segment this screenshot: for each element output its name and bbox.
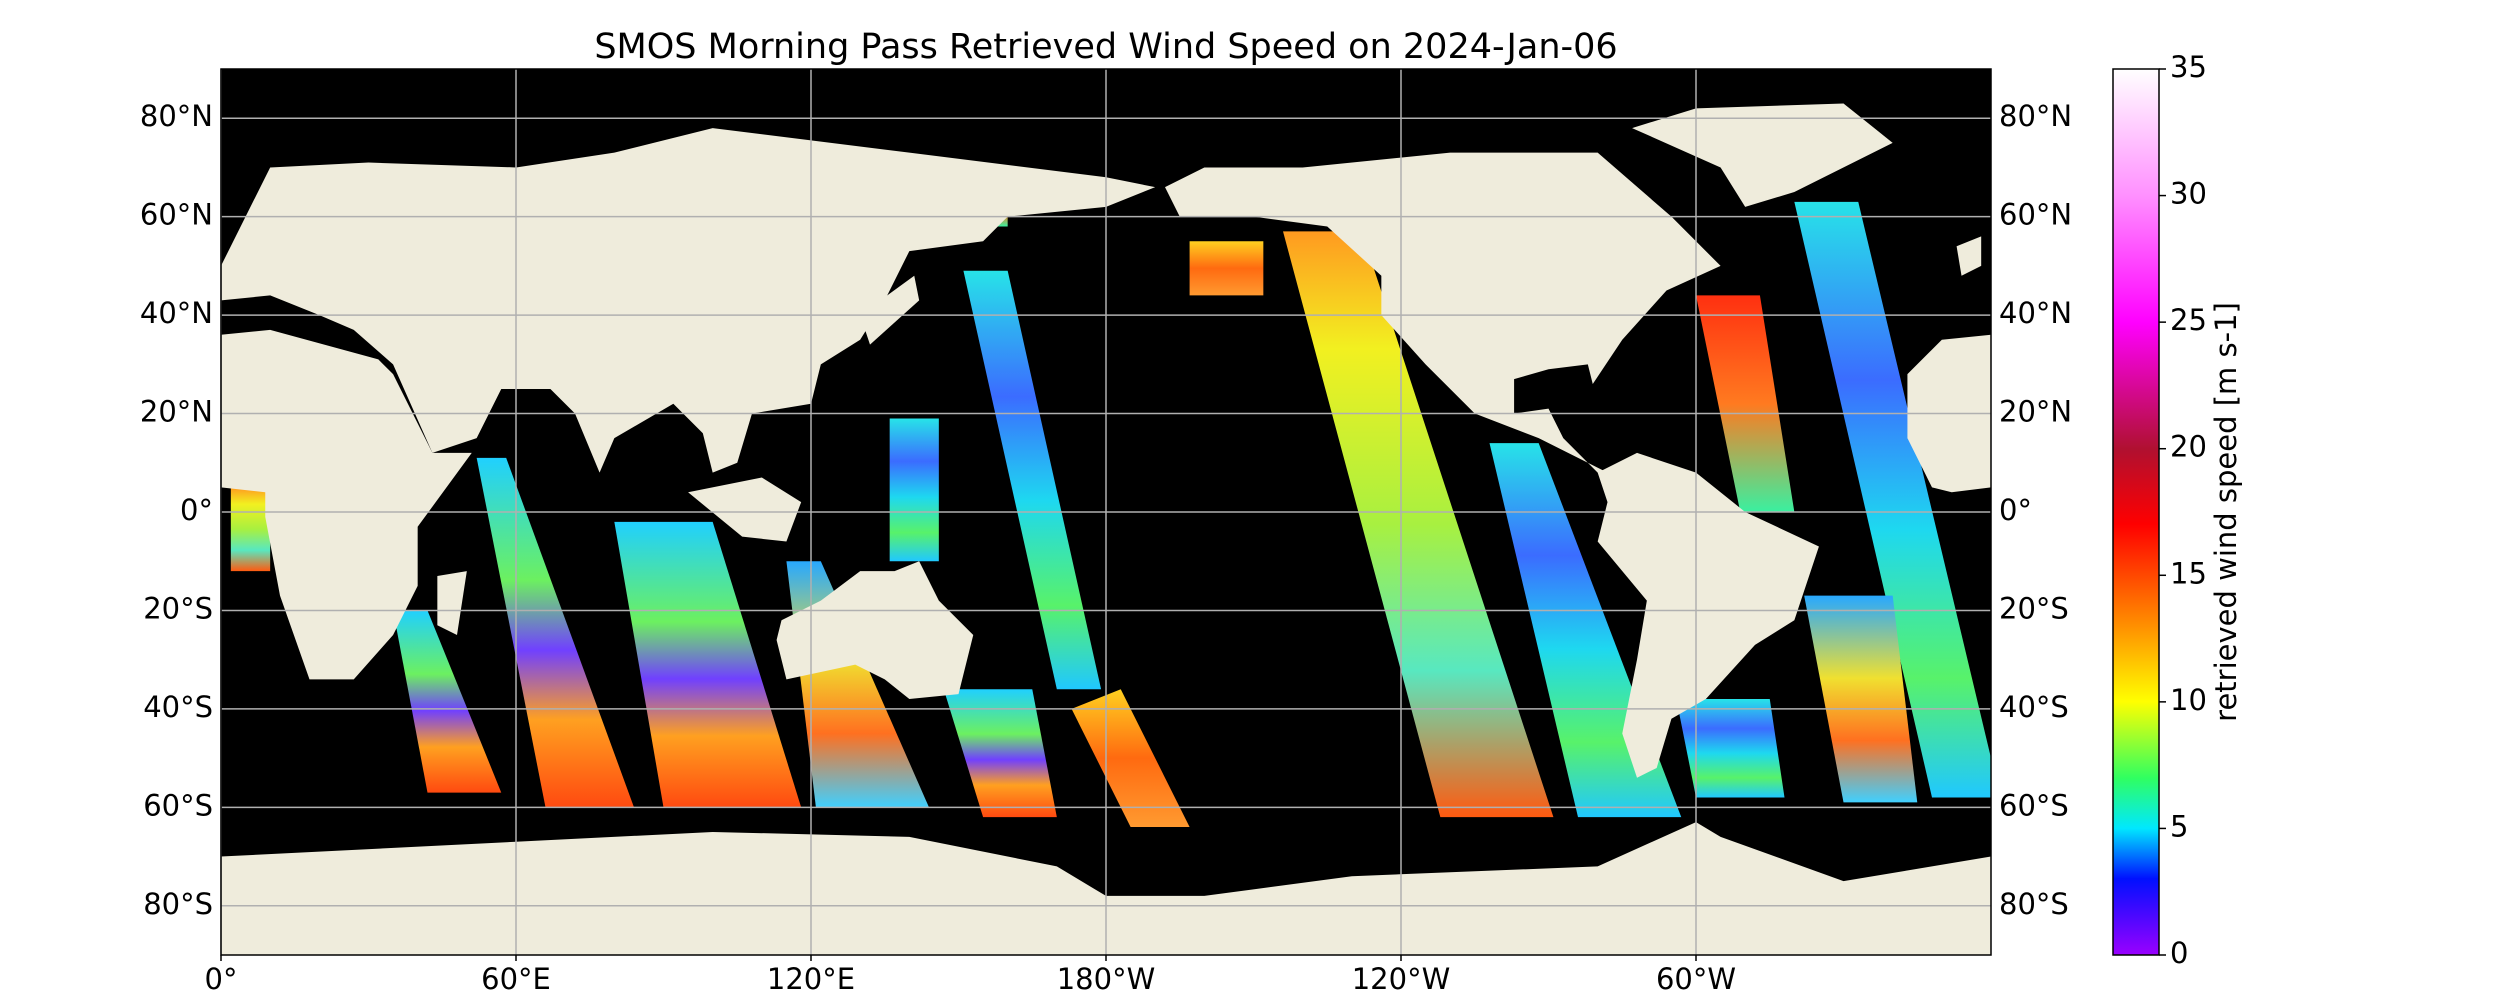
colorbar-tick-label: 20 [2170, 430, 2207, 464]
y-tick-label-right: 0° [1999, 493, 2032, 527]
x-tick-label: 60°W [1656, 962, 1736, 996]
y-tick-label-left: 20°S [143, 591, 213, 625]
x-tick-label: 0° [205, 962, 238, 996]
colorbar-tick-label: 30 [2170, 177, 2207, 211]
colorbar-tick-label: 10 [2170, 683, 2207, 717]
y-tick-label-right: 40°S [1999, 690, 2069, 724]
y-tick-label-right: 80°N [1999, 99, 2072, 133]
x-tick-label: 60°E [481, 962, 551, 996]
y-tick-label-right: 60°N [1999, 198, 2072, 232]
y-tick-label-left: 40°S [143, 690, 213, 724]
y-tick-label-left: 80°S [143, 887, 213, 921]
colorbar-tick-label: 5 [2170, 809, 2188, 843]
colorbar-label: retrieved wind speed [m s-1] [2209, 302, 2243, 722]
map-body [221, 103, 1992, 955]
y-tick-label-left: 40°N [140, 296, 213, 330]
colorbar-tick-label: 15 [2170, 556, 2207, 590]
colorbar-tick-label: 0 [2170, 936, 2188, 970]
colorbar [2112, 68, 2160, 956]
y-tick-label-right: 20°S [1999, 591, 2069, 625]
colorbar-tick-label: 35 [2170, 50, 2207, 84]
map-title: SMOS Morning Pass Retrieved Wind Speed o… [594, 27, 1617, 67]
land [221, 103, 1992, 955]
x-tick-label: 120°E [767, 962, 855, 996]
y-tick-label-left: 0° [180, 493, 213, 527]
x-tick-label: 120°W [1352, 962, 1451, 996]
colorbar-tick-label: 25 [2170, 303, 2207, 337]
y-tick-label-left: 60°N [140, 198, 213, 232]
y-tick-label-right: 40°N [1999, 296, 2072, 330]
y-tick-label-right: 60°S [1999, 788, 2069, 822]
y-tick-label-left: 60°S [143, 788, 213, 822]
y-tick-label-left: 20°N [140, 395, 213, 429]
y-tick-label-right: 80°S [1999, 887, 2069, 921]
x-tick-label: 180°W [1057, 962, 1156, 996]
y-tick-label-right: 20°N [1999, 395, 2072, 429]
y-tick-label-left: 80°N [140, 99, 213, 133]
